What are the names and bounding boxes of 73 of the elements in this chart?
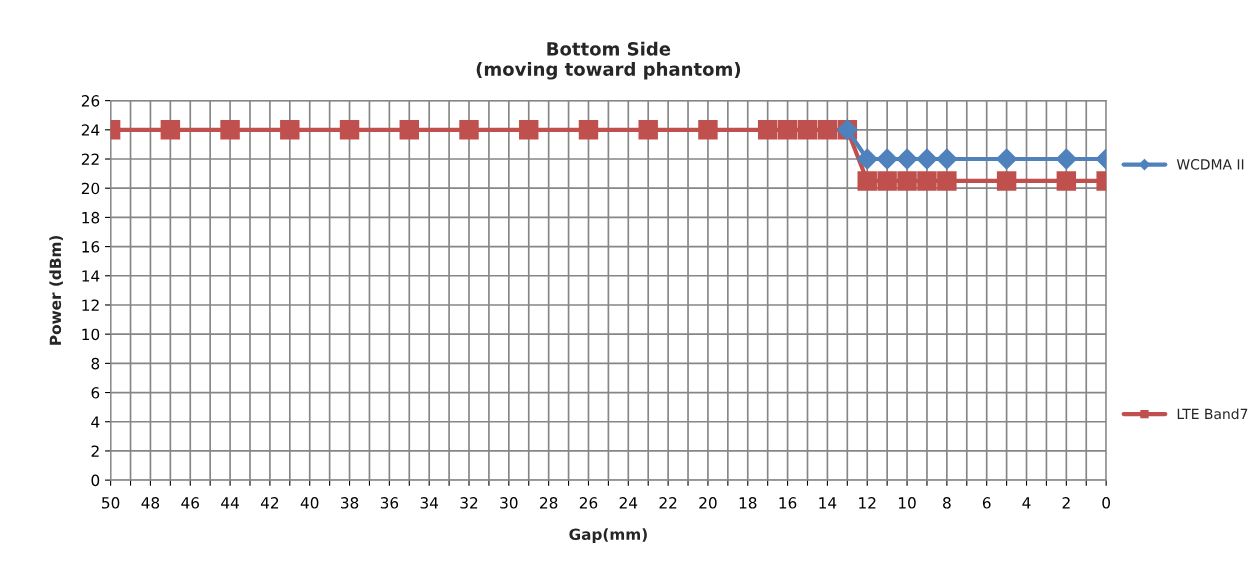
point: [876, 148, 898, 170]
x-tick-label: 14: [819, 497, 837, 509]
y-tick-label: 18: [82, 211, 100, 224]
y-tick-label: 14: [82, 270, 100, 282]
x-tick-label: 8: [943, 497, 951, 509]
point: [777, 120, 798, 140]
x-tick-label: 36: [380, 497, 399, 509]
point: [638, 120, 658, 140]
point: [937, 171, 957, 191]
point: [917, 171, 937, 191]
x-tick-label: 20: [699, 497, 717, 509]
point: [280, 120, 300, 140]
x-tick-label: 38: [340, 497, 359, 509]
point: [519, 120, 539, 140]
chart-title: Bottom Side (moving toward phantom): [476, 41, 741, 80]
y-tick-label: 26: [81, 95, 100, 107]
x-tick-label: 50: [102, 497, 120, 509]
x-tick-label: 16: [779, 497, 797, 509]
point: [996, 171, 1017, 191]
point: [797, 120, 818, 140]
y-tick-label: 0: [91, 474, 100, 487]
point: [877, 171, 897, 191]
x-tick-label: 46: [181, 497, 200, 509]
y-tick-label: 10: [82, 328, 100, 341]
point: [578, 120, 599, 140]
point: [698, 120, 718, 140]
x-tick-label: 10: [899, 497, 916, 509]
y-tick-label: 4: [91, 416, 100, 428]
y-tick-label: 6: [91, 387, 100, 399]
x-tick-label: 40: [300, 497, 319, 509]
legend-label: LTE Band7: [1177, 408, 1248, 420]
x-tick-label: 32: [460, 497, 478, 509]
point: [160, 120, 181, 140]
x-tick-label: 44: [221, 497, 239, 509]
y-tick-label: 12: [82, 299, 99, 311]
point: [339, 120, 360, 140]
point: [897, 171, 917, 191]
x-tick-label: 2: [1062, 497, 1070, 509]
x-tick-label: 30: [500, 497, 518, 509]
x-tick-label: 22: [659, 497, 677, 509]
legend-label: WCDMA II: [1176, 159, 1244, 170]
y-tick-label: 20: [81, 182, 100, 195]
y-axis-title: Power (dBm): [49, 235, 63, 345]
y-tick-label: 16: [82, 241, 100, 253]
point: [1056, 171, 1077, 191]
x-tick-label: 42: [260, 497, 279, 509]
point: [399, 120, 419, 140]
x-tick-label: 34: [420, 497, 439, 509]
point: [1055, 148, 1078, 170]
x-tick-label: 26: [579, 497, 598, 509]
point: [896, 148, 918, 170]
point: [916, 148, 938, 170]
x-tick-label: 18: [739, 497, 757, 509]
point: [995, 148, 1018, 170]
point: [459, 120, 479, 140]
x-tick-label: 28: [540, 497, 558, 509]
x-tick-label: 0: [1102, 497, 1111, 509]
point: [817, 120, 838, 140]
x-axis-title: Gap(mm): [569, 528, 647, 544]
point: [220, 120, 240, 140]
point: [757, 120, 778, 140]
x-tick-label: 12: [859, 497, 876, 509]
x-tick-label: 24: [619, 497, 638, 509]
point: [857, 171, 877, 191]
point: [856, 148, 879, 170]
y-tick-label: 24: [81, 124, 100, 136]
x-tick-label: 6: [982, 497, 991, 509]
y-tick-label: 2: [91, 445, 99, 457]
x-tick-label: 4: [1022, 497, 1031, 509]
point: [936, 148, 958, 170]
x-tick-label: 48: [141, 497, 160, 509]
y-tick-label: 22: [81, 153, 99, 165]
y-tick-label: 8: [91, 357, 100, 370]
